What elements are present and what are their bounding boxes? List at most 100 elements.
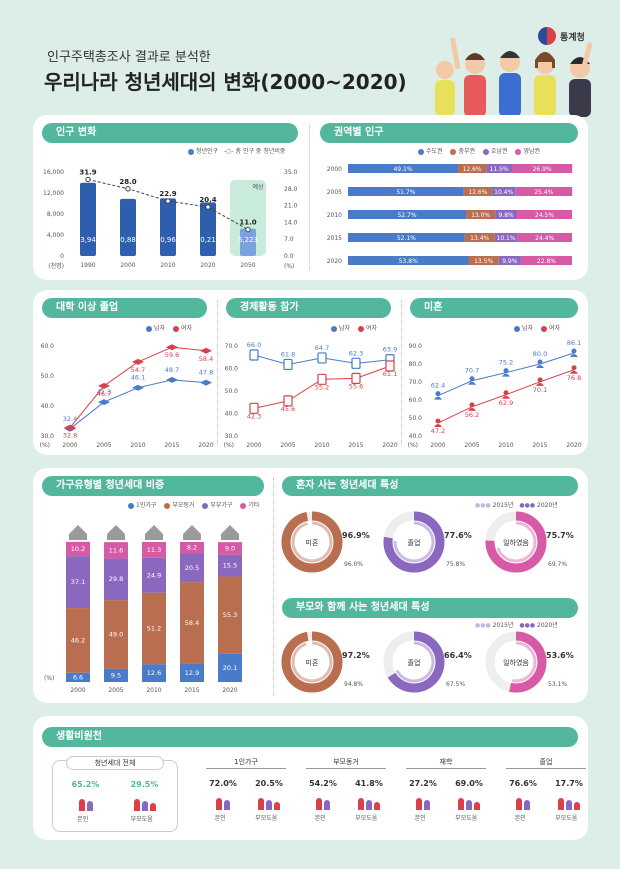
bar-segment (517, 210, 572, 219)
x-tick: 2000 (62, 442, 77, 449)
unit-label: (%) (408, 442, 418, 449)
bar-value-label: 10,967 (156, 236, 181, 244)
ring-center (399, 647, 429, 677)
living-group: 청년세대 전체 65.2% 29.5% 본인 부모도움 (56, 756, 174, 836)
ring-value-2015: 75.8% (446, 561, 465, 568)
house-icon (69, 525, 87, 540)
x-tick: 2000 (430, 442, 445, 449)
person-marker-body (434, 424, 442, 428)
person-marker (571, 348, 577, 354)
unmarried-legend: 남자 여자 (508, 323, 560, 332)
bar-value-label: 10,213 (196, 236, 221, 244)
living-label: 본인 (514, 815, 526, 822)
stack-segment (66, 672, 90, 682)
y-tick: 2010 (327, 212, 342, 219)
ring-2020 (383, 631, 445, 693)
bar-segment (348, 164, 458, 173)
alone-title: 혼자 사는 청년세대 특성 (282, 476, 578, 496)
y-tick: 60.0 (41, 343, 55, 350)
segment-label: 10.1% (497, 235, 516, 242)
person-marker-body (434, 396, 442, 400)
ring-2020 (485, 511, 547, 573)
alone-legend: ●●● 2015년 ●●● 2020년 (475, 502, 558, 509)
person-marker-body (536, 382, 544, 386)
y-tick: 40.0 (409, 433, 423, 440)
cap-marker (132, 358, 144, 365)
alone-rings: 미혼 96.9% 96.0% 졸업 77.6% 75.8% 일하였음 75.7% 69.7% (281, 511, 574, 573)
bar-segment (495, 210, 518, 219)
y-tick: 2000 (327, 166, 342, 173)
point-label: 46.7 (97, 390, 111, 398)
legend-2015: 2015년 (492, 502, 514, 509)
divider-row2b (401, 300, 402, 445)
x-tick: 2000 (120, 262, 135, 269)
x-tick: 2020 (200, 262, 215, 269)
y-tick-left: 0 (60, 253, 64, 260)
point-label: 75.2 (499, 359, 513, 367)
stack-segment (142, 542, 166, 558)
bar-segment (463, 187, 493, 196)
living-value: 72.0% (209, 779, 237, 788)
bar-segment (348, 210, 467, 219)
legend-male: 남자 (154, 325, 166, 332)
ring-2015 (495, 521, 537, 563)
badge-marker (249, 349, 259, 361)
segment-label: 52.7% (397, 212, 416, 219)
living-value: 17.7% (555, 779, 583, 788)
person-marker (435, 391, 441, 397)
ring-value-2020: 66.4% (444, 651, 472, 660)
parent-help-icon (358, 794, 380, 810)
x-tick: 2005 (280, 442, 295, 449)
segment-label: 24.4% (535, 235, 554, 242)
segment-label: 12.6% (468, 189, 487, 196)
ring-value-2015: 67.5% (446, 681, 465, 688)
point-label: 70.1 (533, 386, 547, 394)
parents-legend: ●●● 2015년 ●●● 2020년 (475, 622, 558, 629)
stack-segment (104, 600, 128, 669)
y-tick-left: 4,000 (47, 232, 64, 239)
living-group: 졸업 76.6% 17.7% 본인 부모도움 (500, 756, 592, 836)
share-label: 11.0 (239, 219, 256, 227)
parent-help-icon (458, 794, 480, 810)
point-label: 59.6 (165, 351, 179, 359)
y-tick: 2015 (327, 235, 342, 242)
legend-yeongnam: 영남권 (523, 148, 541, 155)
forecast-band (230, 180, 266, 256)
household-legend: 1인가구 부모동거 부부가구 기타 (122, 500, 259, 509)
segment-label: 37.1 (71, 578, 85, 586)
parent-help-icon (258, 794, 280, 810)
segment-label: 26.9% (533, 166, 552, 173)
bar-youth-pop (80, 182, 96, 256)
bar-segment (468, 256, 499, 265)
page-title: 우리나라 청년세대의 변화(2000~2020) (44, 70, 407, 94)
legend-with-parents: 부모동거 (172, 502, 195, 509)
bar-segment (520, 256, 572, 265)
segment-label: 9.8% (499, 212, 515, 219)
population-legend: 청년인구 -○- 총 인구 중 청년비중 (182, 146, 285, 155)
stack-segment (66, 608, 90, 673)
point-label: 47.8 (199, 369, 213, 377)
living-label: 부모도움 (355, 815, 378, 822)
person-marker (469, 376, 475, 382)
living-value: 20.5% (255, 779, 283, 788)
parent-help-icon (558, 794, 580, 810)
person-marker (537, 359, 543, 365)
segment-label: 13.5% (474, 258, 493, 265)
divider-row3 (273, 478, 274, 696)
point-label: 76.8 (567, 374, 581, 382)
legend-youth-pop: 청년인구 (196, 148, 219, 155)
bar-youth-pop (120, 198, 136, 256)
bar-segment (498, 256, 521, 265)
living-group-name: 부모동거 (306, 756, 386, 769)
bar-segment (494, 233, 518, 242)
segment-label: 24.9 (147, 571, 161, 579)
y-tick: 90.0 (409, 343, 423, 350)
person-icon (412, 794, 434, 810)
people-illustration (435, 37, 593, 117)
y-tick-right: 21.0 (284, 203, 298, 210)
segment-label: 55.3 (223, 611, 237, 619)
unit-label: (%) (40, 442, 50, 449)
point-label: 70.7 (465, 367, 479, 375)
living-value: 29.5% (130, 780, 159, 789)
person-icon (512, 794, 534, 810)
